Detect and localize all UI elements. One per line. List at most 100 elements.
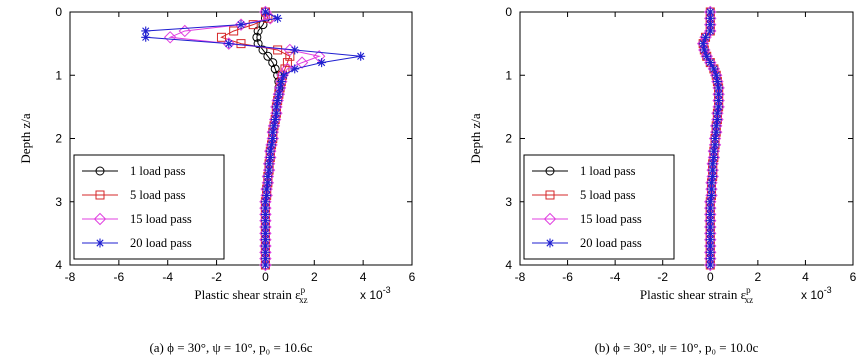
data-point-star	[708, 165, 718, 175]
x-axis-label-sub: xz	[299, 295, 308, 305]
data-point-star	[706, 178, 716, 188]
y-tick-label: 0	[505, 5, 512, 19]
data-point-star	[262, 190, 272, 200]
x-scale-power: -3	[383, 285, 391, 295]
data-point-star	[699, 45, 709, 55]
data-point-star	[224, 39, 234, 49]
data-point-star	[260, 209, 270, 219]
x-tick-label: 0	[262, 270, 269, 284]
x-axis-label-sup: p	[301, 285, 306, 295]
data-point-star	[141, 26, 151, 36]
data-point-diamond	[700, 50, 713, 63]
y-tick-label: 2	[505, 132, 512, 146]
x-tick-label: -6	[562, 270, 573, 284]
data-point-diamond	[163, 31, 177, 44]
legend-label: 1 load pass	[580, 164, 636, 178]
data-point-diamond	[698, 43, 711, 57]
data-point-star	[705, 13, 715, 23]
data-point-star	[260, 260, 270, 270]
data-point-star	[290, 64, 300, 74]
x-tick-label: 0	[707, 270, 714, 284]
legend-marker-diamond	[93, 212, 107, 226]
x-tick-label: -6	[114, 270, 125, 284]
data-point-star	[709, 64, 719, 74]
data-point-square	[229, 26, 239, 36]
data-point-star	[276, 77, 286, 87]
data-point-star	[269, 121, 279, 131]
legend-marker-diamond	[543, 212, 557, 226]
data-point-circle	[253, 39, 263, 49]
data-point-diamond	[178, 24, 192, 38]
legend-marker-square	[95, 190, 105, 200]
data-point-star	[706, 190, 716, 200]
data-point-circle	[270, 64, 280, 74]
data-point-star	[273, 96, 283, 106]
data-point-star	[705, 247, 715, 257]
data-point-star	[711, 70, 721, 80]
x-tick-label: -4	[610, 270, 621, 284]
data-point-star	[705, 216, 715, 226]
data-point-star	[260, 247, 270, 257]
data-point-star	[705, 222, 715, 232]
data-point-diamond	[295, 56, 309, 69]
data-point-star	[705, 7, 715, 17]
data-point-circle	[263, 51, 273, 61]
data-point-square	[236, 39, 246, 49]
y-tick-label: 1	[55, 68, 62, 82]
x-scale-power: -3	[824, 285, 832, 295]
series-star	[698, 7, 724, 270]
data-point-star	[290, 45, 300, 55]
data-point-star	[265, 152, 275, 162]
data-point-star	[712, 77, 722, 87]
x-scale-base: x 10	[801, 288, 824, 302]
data-point-star	[260, 203, 270, 213]
data-point-star	[710, 140, 720, 150]
figure-caption: (b) ϕ = 30°, ψ = 10°, p₀ = 10.0c	[595, 340, 759, 355]
figure-caption: (a) ϕ = 30°, ψ = 10°, p₀ = 10.6c	[149, 340, 312, 355]
x-axis-label-main: Plastic shear strain ε	[194, 287, 301, 302]
legend-label: 5 load pass	[130, 188, 186, 202]
data-point-star	[698, 39, 708, 49]
data-point-star	[705, 20, 715, 30]
data-point-square	[285, 51, 295, 61]
data-point-square	[282, 58, 292, 68]
data-point-square	[280, 64, 290, 74]
data-point-star	[702, 51, 712, 61]
legend-label: 5 load pass	[580, 188, 636, 202]
data-point-star	[141, 32, 151, 42]
data-point-star	[279, 70, 289, 80]
data-point-star	[705, 58, 715, 68]
data-point-star	[705, 203, 715, 213]
x-tick-label: 4	[360, 270, 367, 284]
x-axis-label-sub: xz	[745, 295, 754, 305]
data-point-star	[709, 146, 719, 156]
y-axis-label: Depth z/a	[468, 113, 483, 163]
data-point-star	[706, 184, 716, 194]
legend-marker-circle	[95, 166, 105, 176]
y-tick-label: 4	[55, 258, 62, 272]
data-point-diamond	[259, 258, 272, 272]
data-point-star	[708, 171, 718, 181]
x-tick-label: -2	[657, 270, 668, 284]
data-point-star	[265, 146, 275, 156]
data-point-star	[260, 254, 270, 264]
data-point-star	[271, 102, 281, 112]
x-scale-exponent-label: x 10-3	[801, 285, 832, 302]
data-point-circle	[268, 58, 278, 68]
x-tick-label: 4	[802, 270, 809, 284]
legend-label: 15 load pass	[130, 212, 192, 226]
data-point-circle	[258, 45, 268, 55]
legend-label: 20 load pass	[130, 236, 192, 250]
data-point-star	[264, 159, 274, 169]
data-point-diamond	[234, 18, 248, 31]
data-point-square	[248, 20, 258, 30]
data-point-star	[705, 209, 715, 219]
data-point-star	[260, 222, 270, 232]
series-star	[141, 7, 366, 270]
data-point-star	[705, 26, 715, 36]
x-axis-label: Plastic shear strain εp xz	[640, 285, 753, 305]
data-point-star	[714, 89, 724, 99]
legend-label: 20 load pass	[580, 236, 642, 250]
